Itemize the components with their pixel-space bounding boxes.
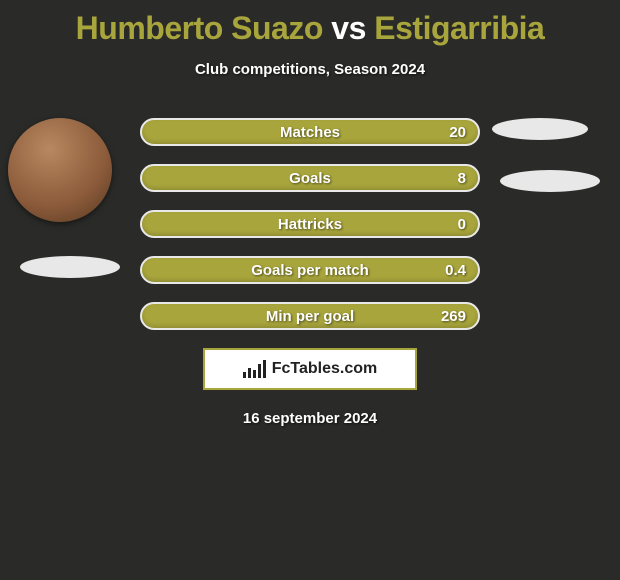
- date-text: 16 september 2024: [0, 410, 620, 427]
- stat-row-hattricks: Hattricks 0: [140, 210, 480, 238]
- player1-shadow: [20, 256, 120, 278]
- stat-label: Matches: [142, 124, 478, 141]
- stat-rows: Matches 20 Goals 8 Hattricks 0 Goals per…: [140, 118, 480, 330]
- stat-label: Min per goal: [142, 308, 478, 325]
- stat-value: 0: [458, 216, 466, 233]
- stat-value: 8: [458, 170, 466, 187]
- stat-row-goals: Goals 8: [140, 164, 480, 192]
- stat-value: 0.4: [445, 262, 466, 279]
- player2-name: Estigarribia: [374, 10, 544, 46]
- stat-label: Goals: [142, 170, 478, 187]
- stat-value: 20: [449, 124, 466, 141]
- stat-label: Hattricks: [142, 216, 478, 233]
- bar-chart-icon: [243, 360, 266, 378]
- vs-text: vs: [331, 10, 366, 46]
- comparison-content: Matches 20 Goals 8 Hattricks 0 Goals per…: [0, 118, 620, 330]
- stat-label: Goals per match: [142, 262, 478, 279]
- player2-shadow-1: [492, 118, 588, 140]
- stat-value: 269: [441, 308, 466, 325]
- stat-row-min-per-goal: Min per goal 269: [140, 302, 480, 330]
- stat-row-goals-per-match: Goals per match 0.4: [140, 256, 480, 284]
- subtitle: Club competitions, Season 2024: [0, 61, 620, 78]
- brand-text: FcTables.com: [272, 360, 378, 378]
- player2-shadow-2: [500, 170, 600, 192]
- page-title: Humberto Suazo vs Estigarribia: [0, 0, 620, 47]
- player1-name: Humberto Suazo: [76, 10, 323, 46]
- player1-avatar: [8, 118, 112, 222]
- brand-box[interactable]: FcTables.com: [203, 348, 417, 390]
- stat-row-matches: Matches 20: [140, 118, 480, 146]
